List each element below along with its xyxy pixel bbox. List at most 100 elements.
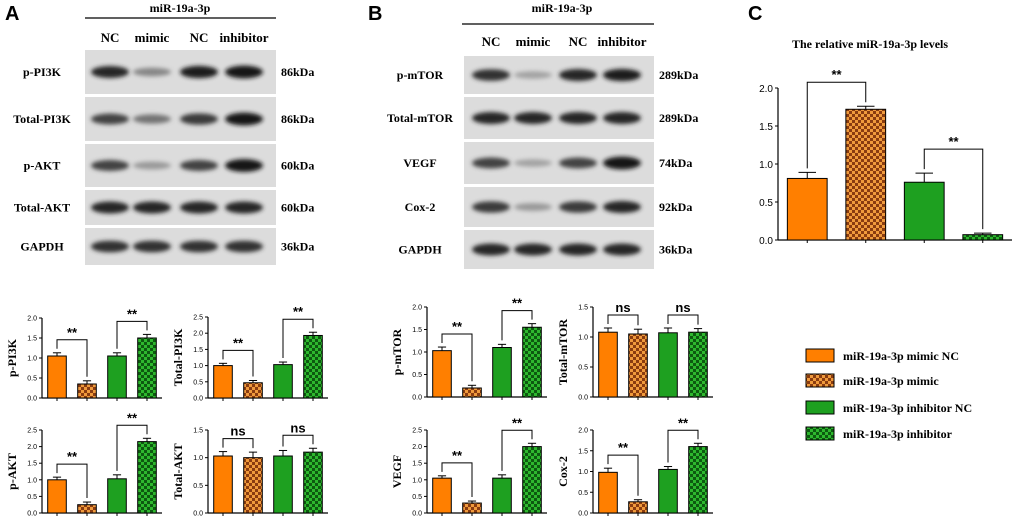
blot-kda: 86kDa <box>281 112 314 126</box>
blot-strip-a-3 <box>85 190 276 225</box>
blot-band <box>559 69 597 81</box>
blot-band <box>180 65 218 79</box>
bar <box>243 457 263 514</box>
blot-kda: 92kDa <box>659 200 692 214</box>
blot-band <box>180 160 218 171</box>
blot-band <box>133 161 171 170</box>
significance-bracket <box>56 339 88 377</box>
blot-band <box>559 157 597 169</box>
significance-bracket <box>116 424 148 471</box>
blot-band <box>603 243 641 256</box>
legend-label: miR-19a-3p inhibitor NC <box>843 401 972 415</box>
significance-bracket <box>441 333 473 382</box>
significance-label: ns <box>675 300 690 315</box>
significance-bracket <box>607 314 639 326</box>
legend-swatch <box>805 348 835 363</box>
bar-chart-b3: 0.0 0.5 1.0 1.5 2.0 2.5 VEGF ** ** <box>390 415 547 518</box>
y-axis-label: Cox-2 <box>556 456 570 487</box>
y-tick-label: 1.0 <box>27 477 37 484</box>
legend-label: miR-19a-3p mimic NC <box>843 349 959 363</box>
y-tick-label: 1.5 <box>578 305 588 312</box>
legend-item: miR-19a-3p mimic <box>805 373 939 388</box>
blot-kda: 289kDa <box>659 68 698 82</box>
significance-bracket <box>607 454 639 496</box>
y-tick-label: 1.5 <box>759 122 773 133</box>
significance-bracket <box>501 310 533 341</box>
blot-band <box>603 201 641 213</box>
significance-bracket <box>222 438 254 449</box>
blot-band <box>225 159 263 172</box>
blot-band <box>180 240 218 253</box>
significance-label: ** <box>67 325 78 340</box>
y-tick-label: 0.5 <box>759 198 773 209</box>
y-tick-label: 1.0 <box>759 160 773 171</box>
y-tick-label: 2.0 <box>27 444 37 451</box>
bar <box>273 455 293 514</box>
bar <box>658 468 678 514</box>
bar <box>432 477 452 514</box>
bar <box>962 234 1004 241</box>
blot-band <box>180 113 218 125</box>
blot-strip-b-4 <box>464 230 654 269</box>
y-tick-label: 2.5 <box>27 428 37 435</box>
bar <box>658 332 678 398</box>
blot-kda: 289kDa <box>659 111 698 125</box>
legend-item: miR-19a-3p inhibitor NC <box>805 400 972 415</box>
y-tick-label: 2.0 <box>578 428 588 435</box>
significance-bracket <box>441 462 473 498</box>
bar <box>273 364 293 399</box>
y-tick-label: 0.0 <box>412 395 422 402</box>
bar-chart-a3: 0.0 0.5 1.0 1.5 2.0 2.5 p-AKT ** ** <box>5 410 162 518</box>
y-tick-label: 0.5 <box>27 376 37 383</box>
significance-label: ** <box>233 335 244 350</box>
y-tick-label: 0.5 <box>193 379 203 386</box>
lane-label-b-1: mimic <box>516 34 551 49</box>
legend-swatch <box>805 373 835 388</box>
bar <box>303 334 323 399</box>
y-tick-label: 0.5 <box>578 365 588 372</box>
y-tick-label: 0.0 <box>27 511 37 518</box>
bar <box>77 383 97 399</box>
panel-letter-b: B <box>368 3 382 25</box>
significance-label: ** <box>127 306 138 321</box>
y-axis-label: Total-AKT <box>171 443 185 499</box>
y-tick-label: 1.0 <box>412 350 422 357</box>
y-tick-label: 0.5 <box>27 494 37 501</box>
y-tick-label: 1.5 <box>412 461 422 468</box>
y-tick-label: 2.0 <box>412 305 422 312</box>
blot-strip-a-1 <box>85 97 276 141</box>
y-tick-label: 0.5 <box>412 494 422 501</box>
blot-strip-b-2 <box>464 142 654 184</box>
legend-swatch <box>805 426 835 441</box>
y-axis-label: p-AKT <box>5 453 19 490</box>
significance-label: ns <box>230 424 245 439</box>
significance-bracket <box>116 320 148 349</box>
y-tick-label: 1.5 <box>193 347 203 354</box>
blot-band <box>559 112 597 124</box>
y-tick-label: 0.5 <box>578 490 588 497</box>
blot-band <box>91 113 129 125</box>
significance-label: ** <box>127 410 138 425</box>
y-tick-label: 2.0 <box>27 316 37 323</box>
lane-label-a-3: inhibitor <box>219 30 268 45</box>
significance-bracket <box>282 434 314 447</box>
legend-item: miR-19a-3p inhibitor <box>805 426 953 441</box>
y-tick-label: 0.0 <box>193 511 203 518</box>
lane-label-b-3: inhibitor <box>597 34 646 49</box>
blot-label: GAPDH <box>20 240 64 254</box>
y-tick-label: 2.5 <box>193 315 203 322</box>
blot-label: VEGF <box>403 156 436 170</box>
blot-band <box>472 201 510 213</box>
y-tick-label: 2.5 <box>412 428 422 435</box>
bar <box>903 181 945 241</box>
bar <box>243 382 263 399</box>
blot-strip-b-1 <box>464 97 654 139</box>
y-tick-label: 1.5 <box>412 327 422 334</box>
significance-bracket <box>667 314 699 325</box>
blot-band <box>514 203 552 211</box>
bar <box>522 446 542 514</box>
lane-label-b-0: NC <box>482 34 501 49</box>
blot-kda: 36kDa <box>281 240 314 254</box>
significance-bracket <box>501 429 533 471</box>
legend-swatch <box>805 400 835 415</box>
